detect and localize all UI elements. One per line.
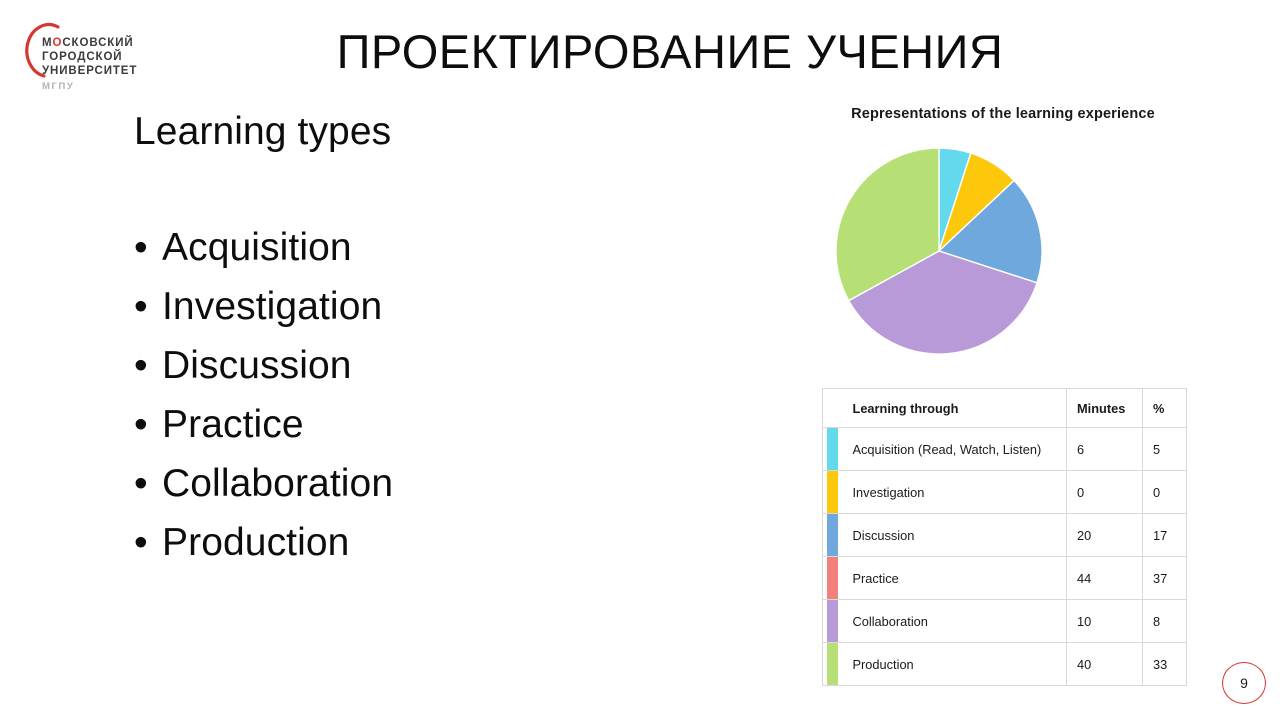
bullet-icon: •	[134, 403, 148, 446]
row-color-swatch	[822, 470, 839, 514]
table-row: Acquisition (Read, Watch, Listen) 6 5	[822, 427, 1187, 471]
color-swatch-icon	[827, 471, 838, 513]
logo-arc-icon	[25, 23, 60, 78]
list-item: • Collaboration	[134, 454, 754, 513]
bullet-icon: •	[134, 521, 148, 564]
cell-minutes: 0	[1066, 470, 1143, 514]
bullet-icon: •	[134, 462, 148, 505]
cell-learning-through: Discussion	[838, 513, 1067, 557]
cell-learning-through: Investigation	[838, 470, 1067, 514]
cell-percent: 33	[1142, 642, 1187, 686]
table-row: Investigation 0 0	[822, 470, 1187, 514]
logo-line-2: ГОРОДСКОЙ	[42, 51, 123, 63]
list-item-label: Collaboration	[162, 462, 394, 505]
cell-learning-through: Collaboration	[838, 599, 1067, 643]
pie-chart-svg	[835, 147, 1043, 355]
table-header-row: Learning through Minutes %	[822, 388, 1187, 428]
table-row: Collaboration 10 8	[822, 599, 1187, 643]
logo-line-3: УНИВЕРСИТЕТ	[42, 65, 138, 77]
cell-minutes: 40	[1066, 642, 1143, 686]
row-color-swatch	[822, 427, 839, 471]
logo-text-block: МОСКОВСКИЙ ГОРОДСКОЙ УНИВЕРСИТЕТ МГПУ	[42, 36, 164, 94]
learning-types-list: • Acquisition • Investigation • Discussion …	[134, 218, 754, 572]
table-row: Practice 44 37	[822, 556, 1187, 600]
table-header: Learning through Minutes %	[822, 388, 1187, 428]
list-item-label: Investigation	[162, 285, 383, 328]
cell-learning-through: Production	[838, 642, 1067, 686]
row-color-swatch	[822, 642, 839, 686]
list-item: • Acquisition	[134, 218, 754, 277]
table-body: Acquisition (Read, Watch, Listen) 6 5 Inves…	[822, 427, 1187, 686]
table-row: Production 40 33	[822, 642, 1187, 686]
list-item: • Practice	[134, 395, 754, 454]
list-item: • Investigation	[134, 277, 754, 336]
pie-chart	[835, 146, 1046, 358]
logo-line-1: МОСКОВСКИЙ	[42, 37, 134, 49]
bullet-icon: •	[134, 285, 148, 328]
column-header-learning-through: Learning through	[838, 388, 1067, 428]
cell-learning-through: Practice	[838, 556, 1067, 600]
cell-percent: 37	[1142, 556, 1187, 600]
chart-title: Representations of the learning experien…	[851, 106, 1155, 122]
list-item: • Production	[134, 513, 754, 572]
cell-learning-through: Acquisition (Read, Watch, Listen)	[838, 427, 1067, 471]
university-logo: МОСКОВСКИЙ ГОРОДСКОЙ УНИВЕРСИТЕТ МГПУ	[14, 16, 164, 98]
list-item: • Discussion	[134, 336, 754, 395]
cell-minutes: 20	[1066, 513, 1143, 557]
left-content: Learning types • Acquisition • Investigati…	[134, 108, 754, 572]
cell-minutes: 10	[1066, 599, 1143, 643]
bullet-icon: •	[134, 344, 148, 387]
page-title: ПРОЕКТИРОВАНИЕ УЧЕНИЯ	[336, 25, 1004, 78]
list-item-label: Discussion	[162, 344, 352, 387]
cell-percent: 0	[1142, 470, 1187, 514]
list-item-label: Production	[162, 521, 350, 564]
pie-slice-practice	[847, 250, 1038, 355]
color-swatch-icon	[827, 557, 838, 599]
list-item-label: Practice	[162, 403, 304, 446]
cell-percent: 17	[1142, 513, 1187, 557]
page-number-badge: 9	[1222, 662, 1266, 704]
cell-percent: 8	[1142, 599, 1187, 643]
cell-minutes: 44	[1066, 556, 1143, 600]
page-number-value: 9	[1240, 675, 1248, 691]
color-swatch-icon	[827, 600, 838, 642]
section-subtitle: Learning types	[134, 110, 392, 153]
learning-breakdown-table: Learning through Minutes % Acquisition (…	[822, 388, 1187, 686]
pie-slice-production	[835, 147, 940, 302]
cell-minutes: 6	[1066, 427, 1143, 471]
logo-abbreviation: МГПУ	[42, 81, 75, 92]
cell-percent: 5	[1142, 427, 1187, 471]
color-swatch-icon	[827, 643, 838, 685]
color-swatch-icon	[827, 514, 838, 556]
pie-slice-discussion	[937, 179, 1043, 284]
swatch-header	[822, 388, 839, 428]
row-color-swatch	[822, 599, 839, 643]
table-row: Discussion 20 17	[822, 513, 1187, 557]
bullet-icon: •	[134, 226, 148, 269]
color-swatch-icon	[827, 428, 838, 470]
column-header-minutes: Minutes	[1066, 388, 1143, 428]
list-item-label: Acquisition	[162, 226, 352, 269]
column-header-percent: %	[1142, 388, 1187, 428]
row-color-swatch	[822, 513, 839, 557]
row-color-swatch	[822, 556, 839, 600]
